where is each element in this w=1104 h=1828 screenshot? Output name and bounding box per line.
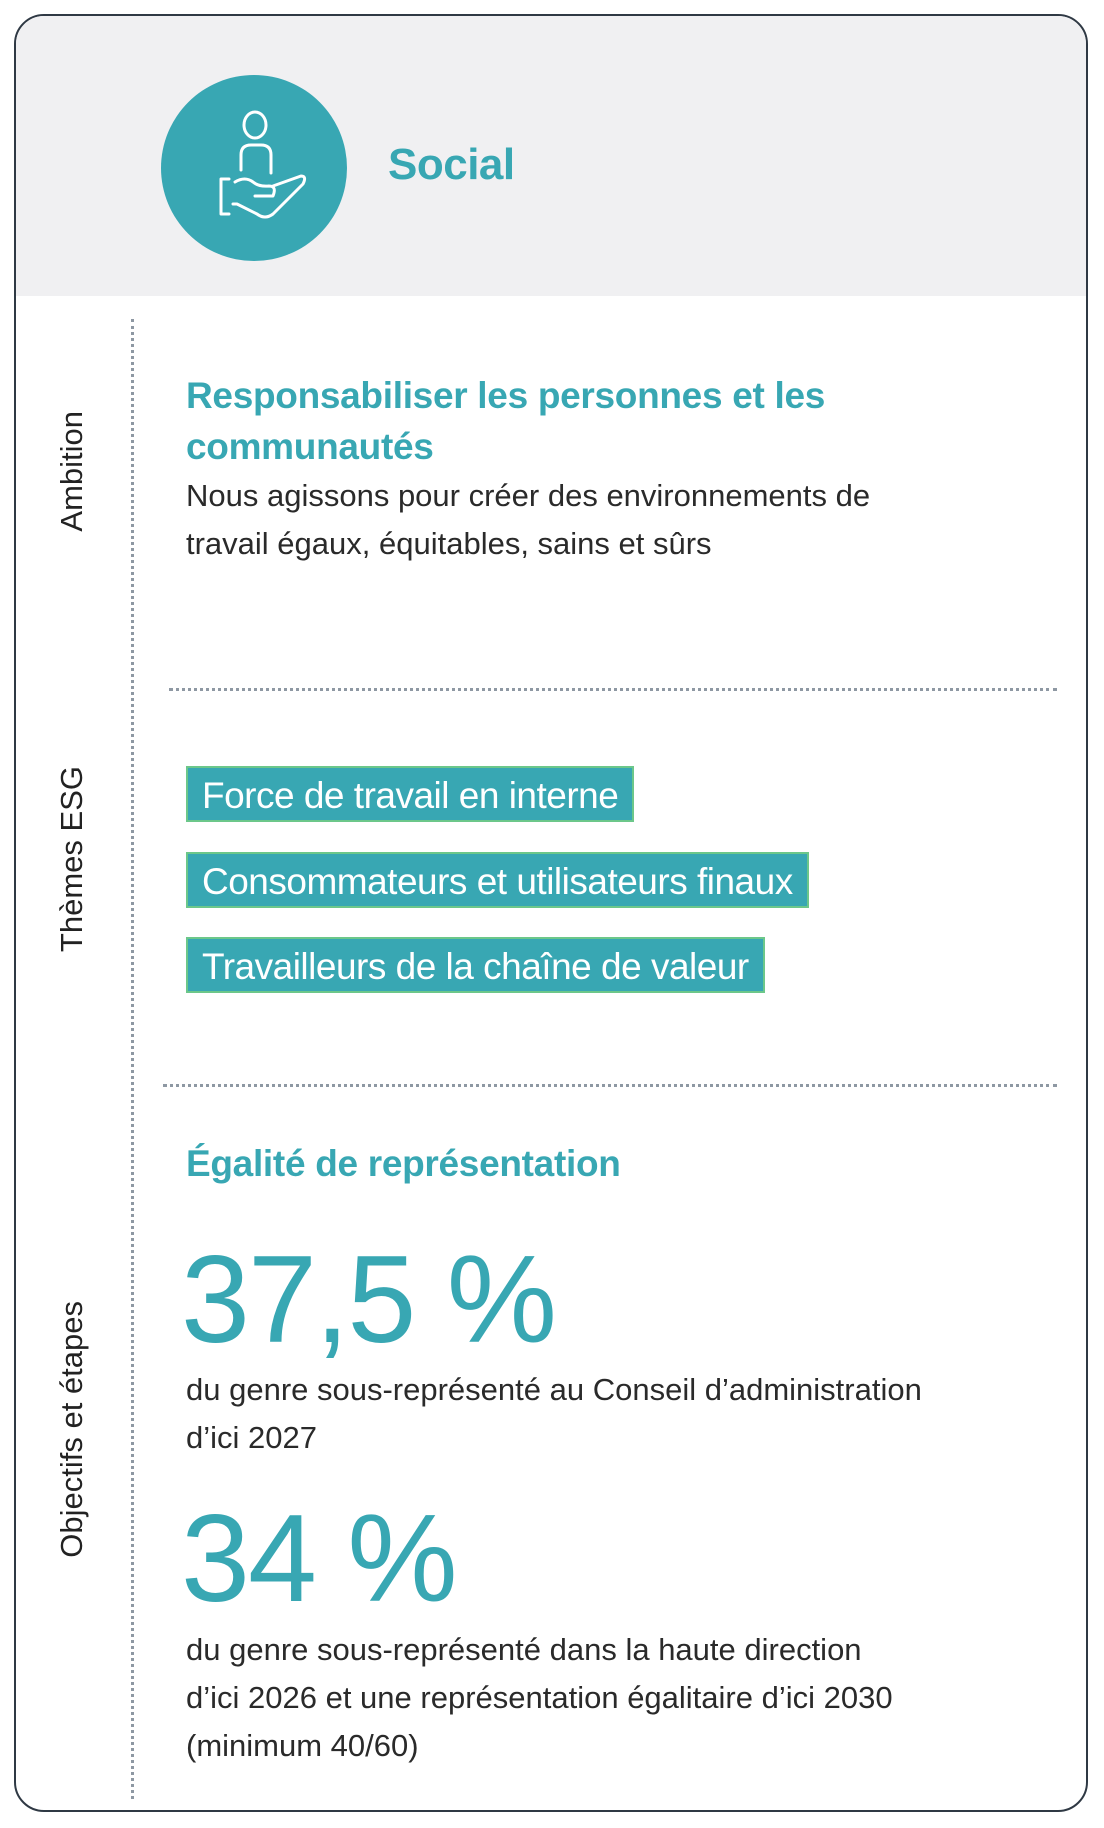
card-title: Social xyxy=(388,140,515,189)
target-description-line: du genre sous-représenté au Conseil d’ad… xyxy=(186,1372,922,1407)
ambition-text-line: travail égaux, équitables, sains et sûrs xyxy=(186,526,712,561)
ambition-text-line: Nous agissons pour créer des environneme… xyxy=(186,478,871,513)
ambition-heading: Responsabiliser les personnes et les com… xyxy=(186,370,825,472)
theme-tag: Travailleurs de la chaîne de valeur xyxy=(186,937,765,993)
target-description-line: du genre sous-représenté dans la haute d… xyxy=(186,1632,862,1667)
target-description-line: d’ici 2027 xyxy=(186,1420,317,1455)
ambition-label: Ambition xyxy=(54,411,89,532)
target-value: 34 % xyxy=(181,1490,458,1628)
theme-tag: Consommateurs et utilisateurs finaux xyxy=(186,852,809,908)
target-description: du genre sous-représenté dans la haute d… xyxy=(186,1626,893,1770)
vertical-dotted-divider xyxy=(131,319,134,1799)
target-description-line: (minimum 40/60) xyxy=(186,1728,419,1763)
target-description: du genre sous-représenté au Conseil d’ad… xyxy=(186,1366,922,1462)
objectives-label: Objectifs et étapes xyxy=(54,1301,89,1558)
hand-holding-person-icon xyxy=(161,75,347,261)
section-divider xyxy=(163,1084,1057,1087)
themes-label: Thèmes ESG xyxy=(54,766,89,953)
objectives-heading: Égalité de représentation xyxy=(186,1143,621,1184)
target-description-line: d’ici 2026 et une représentation égalita… xyxy=(186,1680,893,1715)
section-divider xyxy=(169,688,1057,691)
theme-tag: Force de travail en interne xyxy=(186,766,635,822)
ambition-text: Nous agissons pour créer des environneme… xyxy=(186,472,870,568)
social-card: Social Ambition Responsabiliser les pers… xyxy=(14,14,1088,1812)
ambition-heading-line: communautés xyxy=(186,426,434,467)
card-header: Social xyxy=(16,16,1086,296)
target-value: 37,5 % xyxy=(181,1231,557,1369)
ambition-heading-line: Responsabiliser les personnes et les xyxy=(186,375,826,416)
